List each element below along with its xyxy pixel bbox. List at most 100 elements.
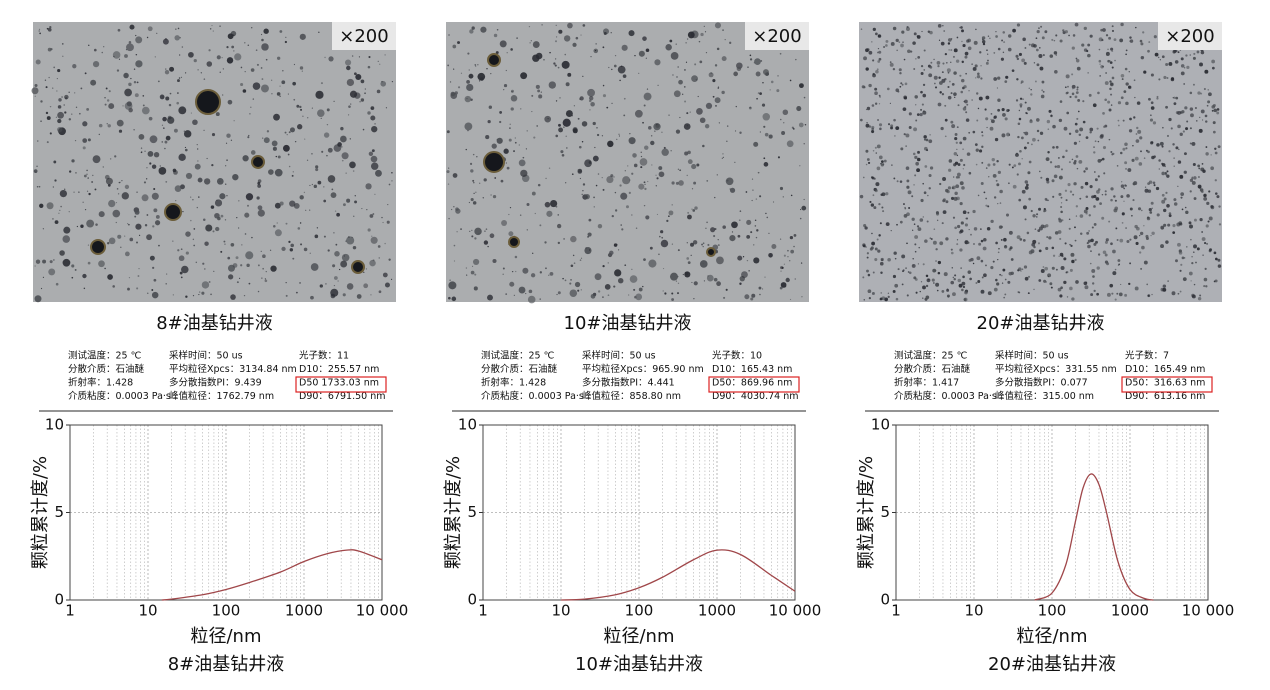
particle [1007,280,1011,284]
particle [1055,268,1058,271]
particle [548,81,556,89]
particle [505,293,508,295]
particle [1016,173,1019,176]
particle [676,76,678,78]
particle [1026,231,1030,235]
particle [1038,53,1043,58]
particle [487,294,493,301]
particle [74,140,77,142]
particle [661,236,664,239]
particle [326,123,329,126]
particle [922,263,925,266]
particle [950,248,953,251]
particle [1129,238,1132,241]
particle [563,238,565,240]
particle [1024,101,1027,104]
particle [1074,122,1078,126]
particle [530,273,536,278]
particle [901,283,904,286]
particle [1081,43,1085,47]
particle [496,28,499,31]
particle [871,127,874,131]
particle [755,236,758,239]
particle [691,281,693,284]
particle [964,51,969,56]
y-tick-label: 0 [54,591,64,609]
x-tick-label: 1000 [285,602,323,620]
particle [947,85,950,89]
particle [274,229,282,237]
particle [916,157,921,162]
particle [82,201,84,203]
particle [257,205,263,211]
particle [920,108,923,111]
particle [1011,166,1014,169]
particle [516,37,518,39]
particle [1161,55,1165,59]
particle [1158,159,1161,162]
particle [986,126,988,129]
particle [562,277,564,280]
particle [1095,197,1100,201]
particle [1024,276,1029,281]
particle [948,159,953,163]
particle [912,264,915,267]
particle [133,129,135,131]
particle [753,257,760,264]
particle [1146,216,1151,221]
particle [107,274,113,280]
particle [1145,234,1149,238]
particle [1149,118,1154,122]
particle [715,104,717,107]
particle [675,280,678,282]
particle [878,50,882,54]
particle [1114,199,1117,202]
particle [86,169,88,172]
particle [631,268,633,270]
particle [915,291,918,294]
particle [350,103,352,105]
particle [611,68,613,71]
particle [1015,54,1019,58]
particle [1175,259,1178,263]
particle [257,184,262,188]
particle [1188,271,1193,276]
particle [754,225,757,227]
particle [882,210,885,213]
particle [643,258,646,262]
particle [1214,147,1217,150]
particle [1203,194,1207,197]
particle [926,274,929,278]
particle [1080,185,1084,189]
particle [44,79,47,81]
particle [95,223,98,226]
particle [635,227,638,230]
particle [1215,192,1218,195]
particle [796,106,802,112]
particle [1102,145,1107,150]
particle [1168,150,1171,153]
particle [977,280,981,284]
particle [345,172,347,174]
particle [714,97,721,104]
particle [1097,253,1101,256]
particle [544,201,551,208]
particle [1088,230,1090,232]
particle [508,231,514,237]
particle [866,256,869,259]
particle [180,76,183,78]
particle [650,135,653,137]
particle [606,176,614,184]
particle [1097,188,1101,191]
particle [717,239,719,241]
particle [470,197,474,202]
particle [1089,262,1092,265]
particle [487,245,489,248]
particle [956,154,959,157]
particle [285,281,287,284]
particle [1026,112,1028,115]
particle [146,234,153,241]
particle [981,36,986,40]
parameter: D90：4030.74 nm [712,391,798,402]
particle [1105,239,1108,242]
